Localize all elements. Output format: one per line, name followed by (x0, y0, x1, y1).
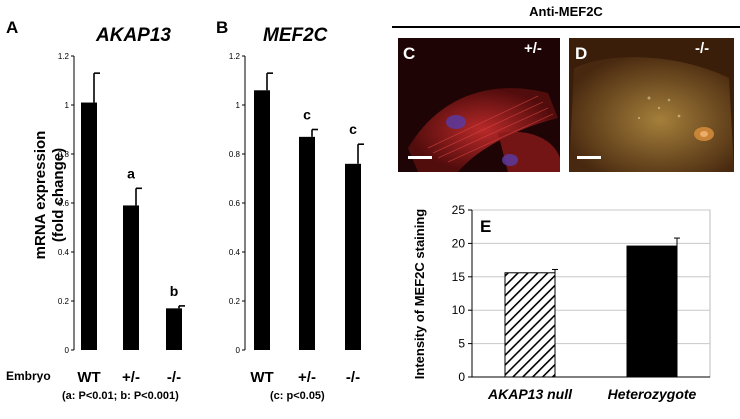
chart-a-category-label: WT (77, 369, 100, 386)
chart-b-ytick-label: 0.6 (229, 199, 241, 208)
chart-e-category-label: Heterozygote (608, 386, 697, 402)
chart-a-ytick-label: 0.2 (58, 297, 70, 306)
chart-a-sig-label: b (170, 283, 179, 299)
panel-letter-b: B (216, 18, 229, 37)
chart-b-bar (345, 163, 361, 350)
panel-letter-a: A (6, 18, 19, 37)
header-anti-mef2c: Anti-MEF2C (529, 4, 603, 19)
chart-b-sig-label: c (349, 121, 357, 137)
chart-e-category-label: AKAP13 null (487, 386, 573, 402)
chart-b-category-label: WT (250, 369, 273, 386)
significance-note-b: (c: p<0.05) (270, 390, 325, 402)
chart-a-ytick-label: 0.6 (58, 199, 70, 208)
chart-a-svg: 0 0.2 0.4 0.6 0.8 1 1.2 WT a +/- b -/- (58, 52, 185, 386)
chart-b-category-label: -/- (346, 369, 360, 386)
chart-b-bar (299, 136, 315, 350)
chart-e-ytick-label: 25 (452, 203, 466, 217)
chart-a-sig-label: a (127, 165, 135, 181)
micrograph-d-image (569, 38, 734, 172)
chart-b-ytick-label: 0.8 (229, 150, 241, 159)
micrograph-c: C +/- (398, 38, 560, 172)
chart-a-ytick-label: 1.2 (58, 52, 70, 61)
chart-b-svg: 0 0.2 0.4 0.6 0.8 1 1.2 WT c +/- c -/- (229, 52, 364, 386)
chart-a-title: AKAP13 (96, 25, 171, 46)
chart-b-sig-label: c (303, 107, 311, 123)
chart-e-ytick-label: 20 (452, 236, 466, 250)
micrograph-d-letter: D (575, 44, 588, 63)
chart-a-bar (81, 102, 97, 350)
chart-b-ytick-label: 0.2 (229, 297, 241, 306)
chart-e-ylabel: Intensity of MEF2C staining (412, 208, 427, 380)
panel-letter-e: E (480, 217, 492, 236)
chart-a-category-label: -/- (167, 369, 181, 386)
chart-a-ytick-label: 0.4 (58, 248, 70, 257)
micrograph-c-letter: C (403, 44, 416, 63)
chart-e-ytick-label: 5 (458, 337, 465, 351)
micrograph-d: D -/- (569, 38, 734, 172)
header-underline (392, 26, 740, 28)
chart-e-bar (626, 245, 678, 378)
chart-e-ytick-label: 10 (452, 303, 466, 317)
chart-b-bar (254, 90, 270, 351)
chart-b-ytick-label: 1 (236, 101, 241, 110)
chart-a-ytick-label: 0 (65, 346, 70, 355)
chart-b-ytick-label: 1.2 (229, 52, 241, 61)
chart-a-bar (166, 308, 182, 350)
chart-e-bar (504, 272, 556, 378)
chart-b-title: MEF2C (263, 25, 328, 46)
micrograph-c-image (398, 38, 560, 172)
embryo-row-label: Embryo (6, 369, 51, 383)
chart-a-category-label: +/- (122, 369, 140, 386)
micrograph-c-genotype: +/- (524, 40, 542, 57)
chart-e-ytick-label: 15 (452, 270, 466, 284)
significance-note-a: (a: P<0.01; b: P<0.001) (62, 390, 179, 402)
chart-a-ytick-label: 1 (65, 101, 70, 110)
chart-e-ytick-label: 0 (458, 370, 465, 384)
chart-b-ytick-label: 0 (236, 346, 241, 355)
chart-b-category-label: +/- (298, 369, 316, 386)
chart-e-svg: 0 5 10 15 20 25 AKAP13 null Heterozygote (452, 203, 711, 402)
micrograph-d-genotype: -/- (695, 40, 710, 57)
chart-a-ytick-label: 0.8 (58, 150, 70, 159)
chart-a-bar (123, 205, 139, 350)
chart-b-ytick-label: 0.4 (229, 248, 241, 257)
